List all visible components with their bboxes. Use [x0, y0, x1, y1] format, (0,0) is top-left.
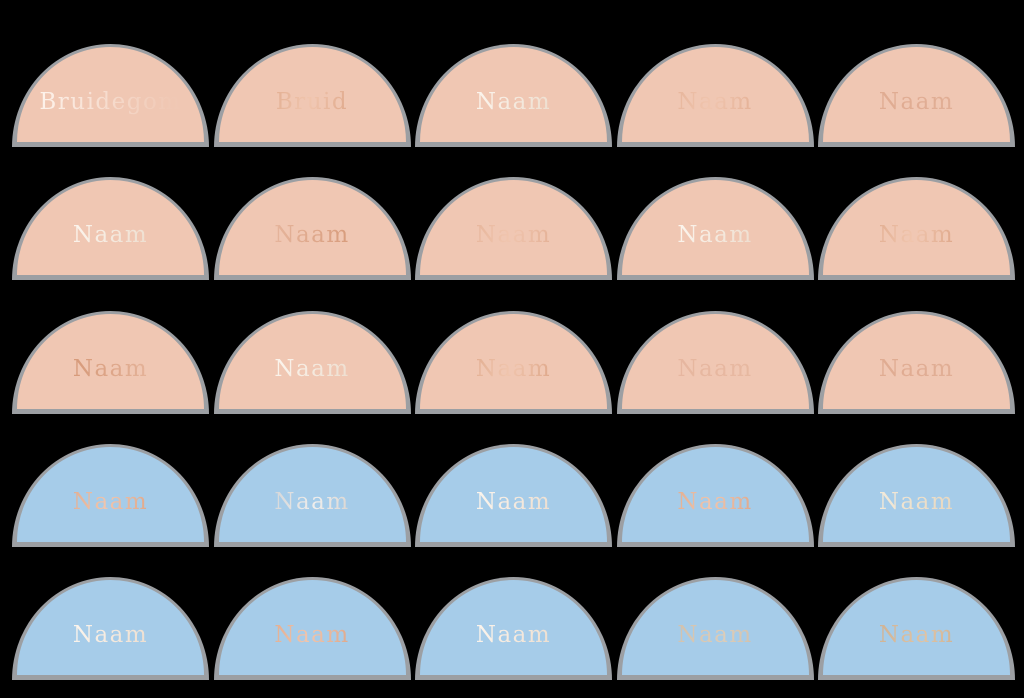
- card-name-label: Naam: [420, 489, 607, 515]
- card-name-label: Naam: [823, 622, 1010, 648]
- card-name-label: Naam: [622, 622, 809, 648]
- place-card[interactable]: Naam: [415, 177, 612, 281]
- card-name-label: Naam: [823, 489, 1010, 515]
- card-name-label: Naam: [17, 489, 204, 515]
- place-card[interactable]: Naam: [213, 577, 411, 680]
- card-name-label: Naam: [622, 489, 809, 515]
- place-card[interactable]: Naam: [616, 44, 814, 147]
- place-card[interactable]: Naam: [12, 177, 209, 281]
- place-card[interactable]: Naam: [818, 44, 1015, 147]
- card-name-label: Naam: [420, 356, 607, 382]
- card-name-label: Naam: [622, 222, 809, 248]
- card-name-label: Naam: [420, 89, 607, 115]
- card-name-label: Naam: [420, 622, 607, 648]
- place-card[interactable]: Naam: [213, 443, 411, 547]
- place-card[interactable]: Naam: [12, 443, 209, 547]
- place-card[interactable]: Naam: [213, 177, 411, 281]
- place-card[interactable]: Naam: [213, 310, 411, 414]
- place-card[interactable]: Naam: [415, 44, 612, 147]
- card-name-label: Naam: [823, 222, 1010, 248]
- place-card[interactable]: Naam: [12, 577, 209, 680]
- place-card[interactable]: Naam: [415, 443, 612, 547]
- place-card[interactable]: Naam: [818, 177, 1015, 281]
- card-name-label: Naam: [17, 622, 204, 648]
- place-card[interactable]: Naam: [616, 443, 814, 547]
- card-name-label: Naam: [17, 222, 204, 248]
- place-card[interactable]: Naam: [12, 310, 209, 414]
- place-card[interactable]: Naam: [818, 310, 1015, 414]
- place-card[interactable]: Naam: [616, 177, 814, 281]
- place-card[interactable]: Naam: [818, 577, 1015, 680]
- place-card[interactable]: Naam: [415, 577, 612, 680]
- place-card[interactable]: Naam: [818, 443, 1015, 547]
- card-name-label: Bruidegom: [17, 89, 204, 115]
- card-name-label: Naam: [622, 89, 809, 115]
- place-card[interactable]: Bruid: [213, 44, 411, 147]
- place-card[interactable]: Naam: [616, 310, 814, 414]
- card-name-label: Naam: [219, 489, 406, 515]
- place-card[interactable]: Naam: [616, 577, 814, 680]
- card-name-label: Naam: [420, 222, 607, 248]
- place-card[interactable]: Bruidegom: [12, 44, 209, 147]
- card-name-label: Naam: [823, 356, 1010, 382]
- card-name-label: Bruid: [219, 89, 406, 115]
- card-name-label: Naam: [823, 89, 1010, 115]
- card-name-label: Naam: [219, 356, 406, 382]
- place-card-sheet: Bruidegom Bruid Naam Naam Naam Naam Naam Naam Na…: [12, 44, 1015, 680]
- card-name-label: Naam: [219, 622, 406, 648]
- card-name-label: Naam: [219, 222, 406, 248]
- card-name-label: Naam: [17, 356, 204, 382]
- card-name-label: Naam: [622, 356, 809, 382]
- place-card[interactable]: Naam: [415, 310, 612, 414]
